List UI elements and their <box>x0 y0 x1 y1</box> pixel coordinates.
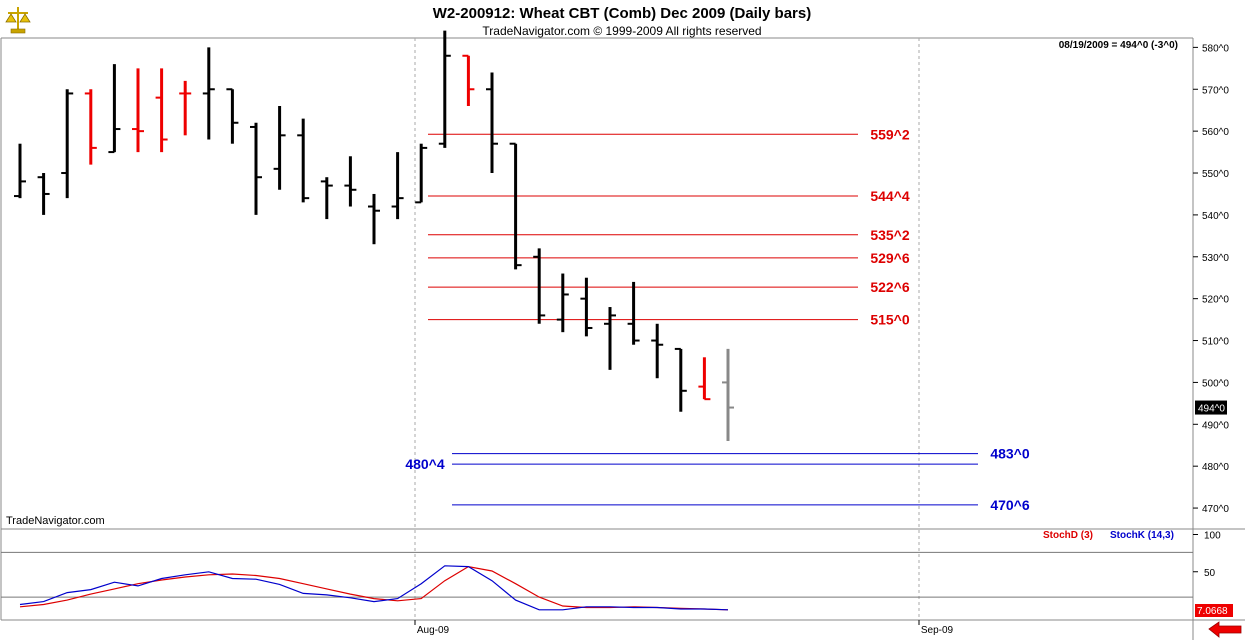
resistance-label: 544^4 <box>870 188 910 204</box>
price-tick-label: 480^0 <box>1202 462 1229 473</box>
support-label: 470^6 <box>990 497 1030 513</box>
last-price-box <box>1195 400 1227 415</box>
scales-icon <box>5 7 31 34</box>
price-tick-label: 530^0 <box>1202 253 1229 264</box>
price-tick-label: 490^0 <box>1202 420 1229 431</box>
level-lines: 559^2 544^4 535^2 529^6 522^6 515^0 483^0 480^4… <box>405 126 1030 513</box>
legend-stoch-k: StochK (14,3) <box>1110 530 1174 541</box>
vertical-gridlines <box>414 38 920 620</box>
price-bars <box>14 30 734 442</box>
time-tick-label: Sep-09 <box>921 625 954 636</box>
support-label: 483^0 <box>990 446 1030 462</box>
price-tick-label: 540^0 <box>1202 211 1229 222</box>
stoch-d-line <box>19 565 729 611</box>
price-tick-label: 470^0 <box>1202 504 1229 515</box>
stoch-last-box <box>1195 604 1233 617</box>
price-tick-label: 510^0 <box>1202 337 1229 348</box>
legend-stoch-d: StochD (3) <box>1043 530 1093 541</box>
resistance-label: 559^2 <box>870 126 910 142</box>
resistance-label: 529^6 <box>870 250 910 266</box>
chart-title: W2-200912: Wheat CBT (Comb) Dec 2009 (Da… <box>433 5 811 22</box>
stochastic-pane: 100 50 7.0668 <box>1 531 1233 617</box>
stoch-k-line <box>19 565 729 611</box>
watermark-text: TradeNavigator.com <box>6 515 105 527</box>
quote-readout: 08/19/2009 = 494^0 (-3^0) <box>1059 40 1178 51</box>
last-price-label: 494^0 <box>1198 404 1225 415</box>
last-price-marker: 494^0 <box>1195 400 1227 415</box>
resistance-label: 515^0 <box>870 312 910 328</box>
price-tick-label: 570^0 <box>1202 85 1229 96</box>
price-tick-label: 560^0 <box>1202 127 1229 138</box>
time-tick-label: Aug-09 <box>417 625 450 636</box>
copyright-text: TradeNavigator.com © 1999-2009 All right… <box>482 24 761 38</box>
price-tick-label: 500^0 <box>1202 378 1229 389</box>
support-label: 480^4 <box>405 456 445 472</box>
price-tick-label: 550^0 <box>1202 169 1229 180</box>
price-axis: 470^0 480^0 490^0 500^0 510^0 520^0 530^0 540^0… <box>1193 43 1229 515</box>
price-tick-label: 580^0 <box>1202 43 1229 54</box>
resistance-label: 522^6 <box>870 279 910 295</box>
resistance-label: 535^2 <box>870 227 910 243</box>
stoch-last-label: 7.0668 <box>1197 606 1228 617</box>
red-left-arrow-icon[interactable] <box>1208 621 1242 638</box>
stoch-tick-label: 50 <box>1204 568 1216 579</box>
time-axis: Aug-09 Sep-09 <box>414 620 954 636</box>
stoch-tick-label: 100 <box>1204 531 1221 542</box>
price-tick-label: 520^0 <box>1202 295 1229 306</box>
